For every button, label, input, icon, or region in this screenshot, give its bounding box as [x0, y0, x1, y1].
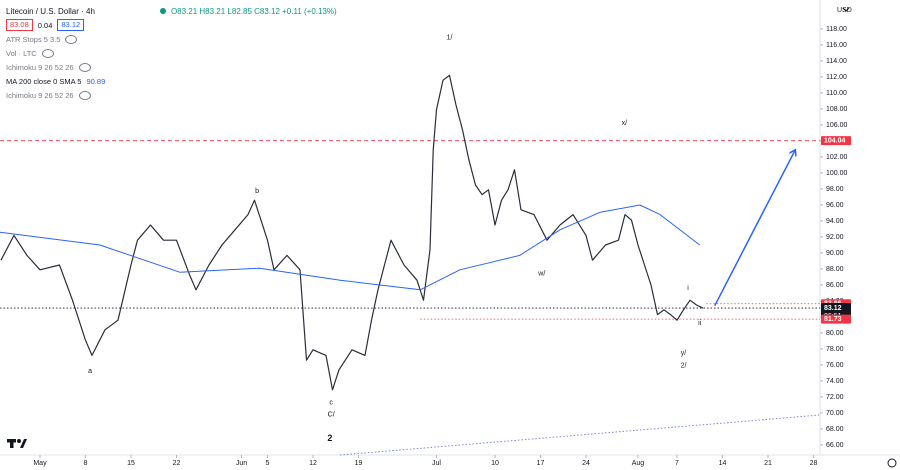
wave-label: x/ — [622, 120, 628, 127]
wave-label: c — [329, 399, 333, 406]
wave-label: w/ — [537, 271, 545, 278]
price-label: 83.12 — [824, 305, 842, 312]
y-tick-label: 86.00 — [826, 282, 844, 289]
indicator-row: ATR Stops 5 3.5 — [6, 32, 337, 46]
price-label: 104.04 — [824, 138, 846, 145]
x-tick-label: 12 — [309, 460, 317, 467]
indicator-row: Vol · LTC — [6, 46, 337, 60]
wave-label: 2/ — [681, 363, 687, 370]
y-tick-label: 110.00 — [826, 90, 847, 97]
y-tick-label: 78.00 — [826, 346, 844, 353]
x-tick-label: Jul — [432, 460, 441, 467]
indicator[interactable]: Ichimoku 9 26 52 26 — [6, 62, 74, 72]
indicator[interactable]: Vol · LTC — [6, 48, 37, 58]
indicator-value: 90.89 — [86, 76, 106, 86]
x-tick-label: 17 — [537, 460, 545, 467]
y-tick-label: 98.00 — [826, 186, 844, 193]
boxes-row: 83.08 0.04 83.12 — [6, 18, 337, 32]
currency-dropdown[interactable] — [842, 7, 850, 12]
trendline — [339, 414, 821, 456]
y-tick-label: 90.00 — [826, 250, 844, 257]
indicator[interactable]: Ichimoku 9 26 52 26 — [6, 90, 74, 100]
y-tick-label: 92.00 — [826, 234, 844, 241]
y-tick-label: 76.00 — [826, 362, 844, 369]
x-tick-label: 24 — [582, 460, 590, 467]
x-tick-label: Aug — [632, 460, 645, 467]
sell-box[interactable]: 83.08 — [6, 19, 33, 31]
header: Litecoin / U.S. Dollar · 4h O83.21 H83.2… — [6, 4, 337, 102]
x-tick-label: 21 — [764, 460, 772, 467]
trendline — [714, 150, 796, 307]
buy-box[interactable]: 83.12 — [57, 19, 85, 31]
indicator-row: Ichimoku 9 26 52 26 — [6, 88, 337, 102]
indicator-row: MA 200 close 0 SMA 5 90.89 — [6, 74, 337, 88]
y-tick-label: 102.00 — [826, 154, 848, 161]
x-tick-label: 10 — [491, 460, 499, 467]
y-tick-label: 88.00 — [826, 266, 844, 273]
price-label-box — [821, 136, 851, 146]
x-tick-label: 19 — [355, 460, 363, 467]
x-tick-label: 22 — [173, 460, 181, 467]
wave-label: 2 — [327, 433, 332, 443]
indicator[interactable]: MA 200 close 0 SMA 5 — [6, 76, 82, 86]
x-tick-label: Jun — [236, 460, 247, 467]
x-tick-label: 7 — [675, 460, 679, 467]
eye-icon[interactable] — [78, 62, 91, 72]
price-series — [0, 74, 704, 391]
y-tick-label: 96.00 — [826, 202, 844, 209]
eye-icon[interactable] — [41, 48, 54, 58]
wave-label: i — [687, 285, 689, 292]
y-tick-label: 118.00 — [826, 26, 847, 33]
y-tick-label: 70.00 — [826, 410, 844, 417]
y-tick-label: 80.00 — [826, 330, 844, 337]
y-tick-label: 112.00 — [826, 74, 847, 81]
wave-label: y/ — [681, 350, 687, 357]
y-tick-label: 114.00 — [826, 58, 847, 65]
x-tick-label: 14 — [719, 460, 727, 467]
y-tick-label: 100.00 — [826, 170, 848, 177]
wave-label: C/ — [328, 411, 335, 418]
wave-label: a — [88, 368, 92, 375]
currency[interactable]: USD — [837, 7, 852, 14]
y-tick-label: 66.00 — [826, 442, 844, 449]
price-label-box — [821, 314, 851, 324]
wave-label: ii — [698, 320, 702, 327]
symbol[interactable]: Litecoin / U.S. Dollar · 4h — [6, 6, 95, 16]
settings-icon[interactable] — [887, 458, 897, 468]
spread: 0.04 — [37, 20, 53, 30]
plot-area — [0, 74, 821, 456]
eye-icon[interactable] — [78, 90, 91, 100]
indicator-row: Ichimoku 9 26 52 26 — [6, 60, 337, 74]
y-tick-label: 106.00 — [826, 122, 848, 129]
wave-label: 1/ — [447, 35, 453, 42]
y-tick-label: 68.00 — [826, 426, 844, 433]
ohlc: O83.21 H83.21 L82.85 C83.12 +0.11 (+0.13… — [170, 6, 337, 16]
price-label: 81.73 — [824, 316, 842, 323]
y-tick-label: 94.00 — [826, 218, 844, 225]
x-tick-label: 5 — [266, 460, 270, 467]
symbol-row: Litecoin / U.S. Dollar · 4h O83.21 H83.2… — [6, 4, 337, 18]
price-axis-bg — [820, 0, 900, 470]
y-tick-label: 74.00 — [826, 378, 844, 385]
eye-icon[interactable] — [65, 34, 78, 44]
indicator[interactable]: ATR Stops 5 3.5 — [6, 34, 61, 44]
market-status — [159, 8, 166, 14]
price-series — [0, 204, 701, 291]
y-tick-label: 108.00 — [826, 106, 848, 113]
x-tick-label: 15 — [127, 460, 135, 467]
tv-logo — [7, 439, 27, 448]
x-tick-label: May — [33, 460, 47, 467]
y-tick-label: 116.00 — [826, 42, 847, 49]
y-tick-label: 72.00 — [826, 394, 844, 401]
x-tick-label: 28 — [810, 460, 818, 467]
x-tick-label: 8 — [84, 460, 88, 467]
wave-label: b — [255, 188, 259, 195]
